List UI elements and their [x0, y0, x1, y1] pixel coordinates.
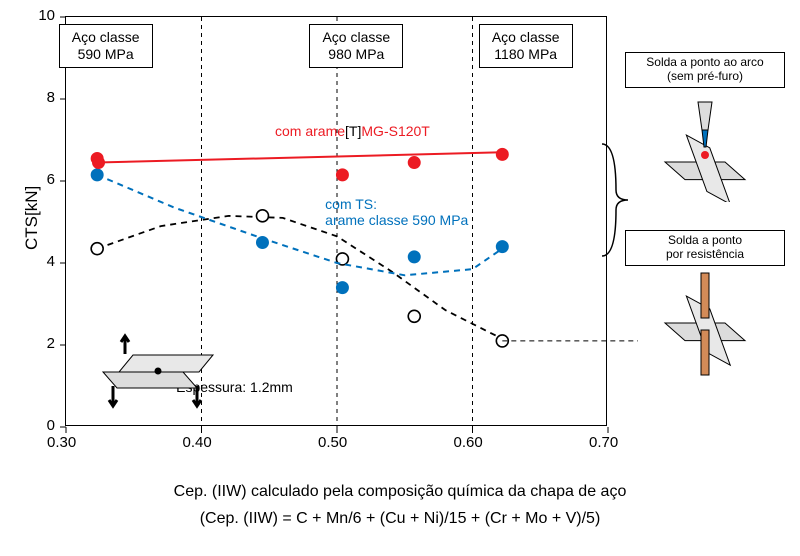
blue-label-line2: arame classe 590 MPa [325, 212, 468, 228]
steel-class-line1: Aço classe [322, 29, 390, 45]
callout-res-line1: Solda a ponto [668, 233, 742, 247]
y-tick-label: 6 [25, 171, 55, 188]
callout-resistance-spot: Solda a pontopor resistência [625, 230, 785, 266]
x-tick-label: 0.30 [47, 434, 76, 451]
steel-class-box: Aço classe590 MPa [59, 24, 153, 68]
callout-arc-line2: (sem pré-furo) [667, 69, 743, 83]
steel-class-line1: Aço classe [492, 29, 560, 45]
resistance-spot-illustration [650, 268, 760, 378]
callout-res-line2: por resistência [666, 247, 744, 261]
steel-class-line2: 590 MPa [78, 46, 134, 62]
red-label-bracket: [T] [345, 123, 361, 139]
x-tick-label: 0.70 [589, 434, 618, 451]
x-tick-label: 0.40 [183, 434, 212, 451]
y-tick-label: 10 [25, 7, 55, 24]
x-tick-label: 0.60 [454, 434, 483, 451]
callout-arc-line1: Solda a ponto ao arco [646, 55, 763, 69]
red-label-product: MG-S120T [361, 123, 429, 139]
x-tick-label: 0.50 [318, 434, 347, 451]
steel-class-box: Aço classe1180 MPa [479, 24, 573, 68]
callout-arc-spot: Solda a ponto ao arco(sem pré-furo) [625, 52, 785, 88]
y-tick-label: 4 [25, 253, 55, 270]
series-label-red: com arame[T]MG-S120T [275, 123, 430, 139]
steel-class-line1: Aço classe [72, 29, 140, 45]
y-tick-label: 2 [25, 335, 55, 352]
y-axis-label: CTS[kN] [22, 186, 42, 250]
steel-class-box: Aço classe980 MPa [309, 24, 403, 68]
arc-spot-illustration [650, 92, 760, 202]
red-label-prefix: com arame [275, 123, 345, 139]
steel-class-line2: 980 MPa [328, 46, 384, 62]
y-tick-label: 8 [25, 89, 55, 106]
steel-class-line2: 1180 MPa [494, 46, 557, 62]
x-axis-caption-2: (Cep. (IIW) = C + Mn/6 + (Cu + Ni)/15 + … [0, 510, 800, 528]
y-tick-label: 0 [25, 417, 55, 434]
series-label-blue: com TS:arame classe 590 MPa [325, 196, 468, 228]
x-axis-caption-1: Cep. (IIW) calculado pela composição quí… [0, 483, 800, 501]
blue-label-line1: com TS: [325, 196, 377, 212]
thickness-label: Espessura: 1.2mm [176, 379, 293, 395]
